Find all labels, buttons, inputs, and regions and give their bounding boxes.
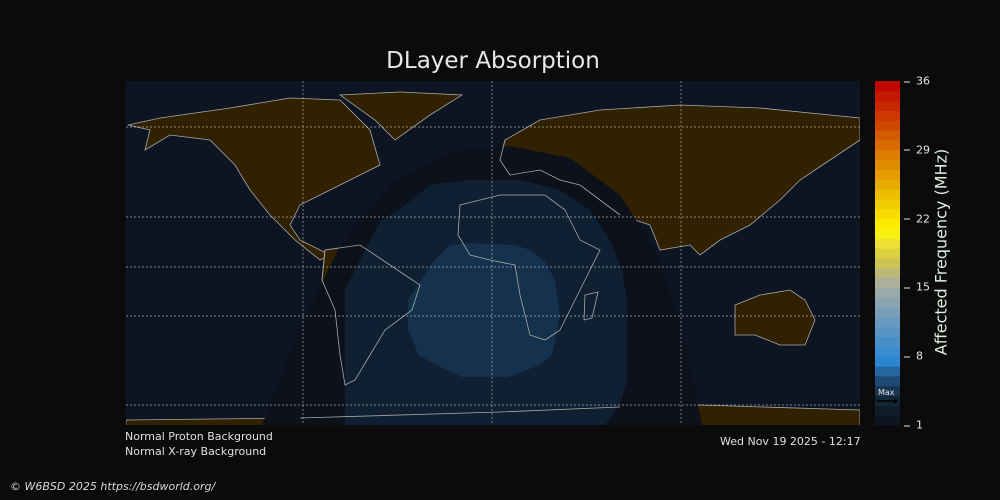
colorbar-band [875, 159, 900, 170]
coastlines-daylight [299, 139, 621, 419]
colorbar-band [875, 238, 900, 249]
colorbar-band [875, 130, 900, 141]
colorbar-band [875, 169, 900, 180]
colorbar-band [875, 198, 900, 210]
colorbar-band [875, 307, 900, 318]
colorbar-band [875, 366, 900, 377]
max-marker-label: Max [878, 388, 895, 397]
colorbar-band [875, 297, 900, 308]
colorbar-band [875, 267, 900, 279]
absorption-zones [262, 146, 702, 425]
colorbar-band [875, 336, 900, 347]
colorbar-band [875, 149, 900, 161]
colorbar-tick-label: 1 [904, 419, 923, 432]
colorbar-band [875, 346, 900, 357]
colorbar-band [875, 218, 900, 229]
proton-status: Normal Proton Background [125, 430, 273, 443]
colorbar-tick-label: 15 [904, 281, 930, 294]
colorbar-band [875, 100, 900, 111]
colorbar-band [875, 287, 900, 298]
colorbar-band [875, 277, 900, 288]
absorption-zone-high [408, 243, 560, 377]
copyright-footer: © W6BSD 2025 https://bsdworld.org/ [10, 480, 216, 493]
colorbar-tick-label: 8 [904, 350, 923, 363]
colorbar-band [875, 248, 900, 259]
colorbar-band [875, 375, 900, 387]
colorbar-tick-label: 29 [904, 143, 930, 156]
max-arrow-icon [877, 398, 898, 404]
colorbar-band [875, 405, 900, 416]
colorbar-band [875, 208, 900, 220]
colorbar [875, 81, 900, 426]
colorbar-band [875, 90, 900, 102]
colorbar-band [875, 326, 900, 338]
colorbar-band [875, 179, 900, 190]
colorbar-tick-label: 22 [904, 212, 930, 225]
colorbar-tick-label: 36 [904, 75, 930, 88]
colorbar-band [875, 139, 900, 151]
australia [734, 289, 816, 346]
colorbar-band [875, 415, 900, 426]
colorbar-band [875, 110, 900, 121]
colorbar-band [875, 385, 900, 397]
timestamp: Wed Nov 19 2025 - 12:17 [720, 435, 861, 448]
colorbar-band [875, 228, 900, 239]
gridlines [126, 81, 860, 425]
chart-title: DLayer Absorption [386, 48, 600, 74]
colorbar-label: Affected Frequency (MHz) [931, 148, 951, 356]
colorbar-band [875, 356, 900, 367]
colorbar-band [875, 81, 900, 92]
greenland [338, 91, 464, 141]
north-america [127, 97, 381, 261]
xray-status: Normal X-ray Background [125, 445, 267, 458]
colorbar-band [875, 257, 900, 269]
colorbar-band [875, 189, 900, 200]
colorbar-band [875, 120, 900, 131]
colorbar-band [875, 316, 900, 328]
